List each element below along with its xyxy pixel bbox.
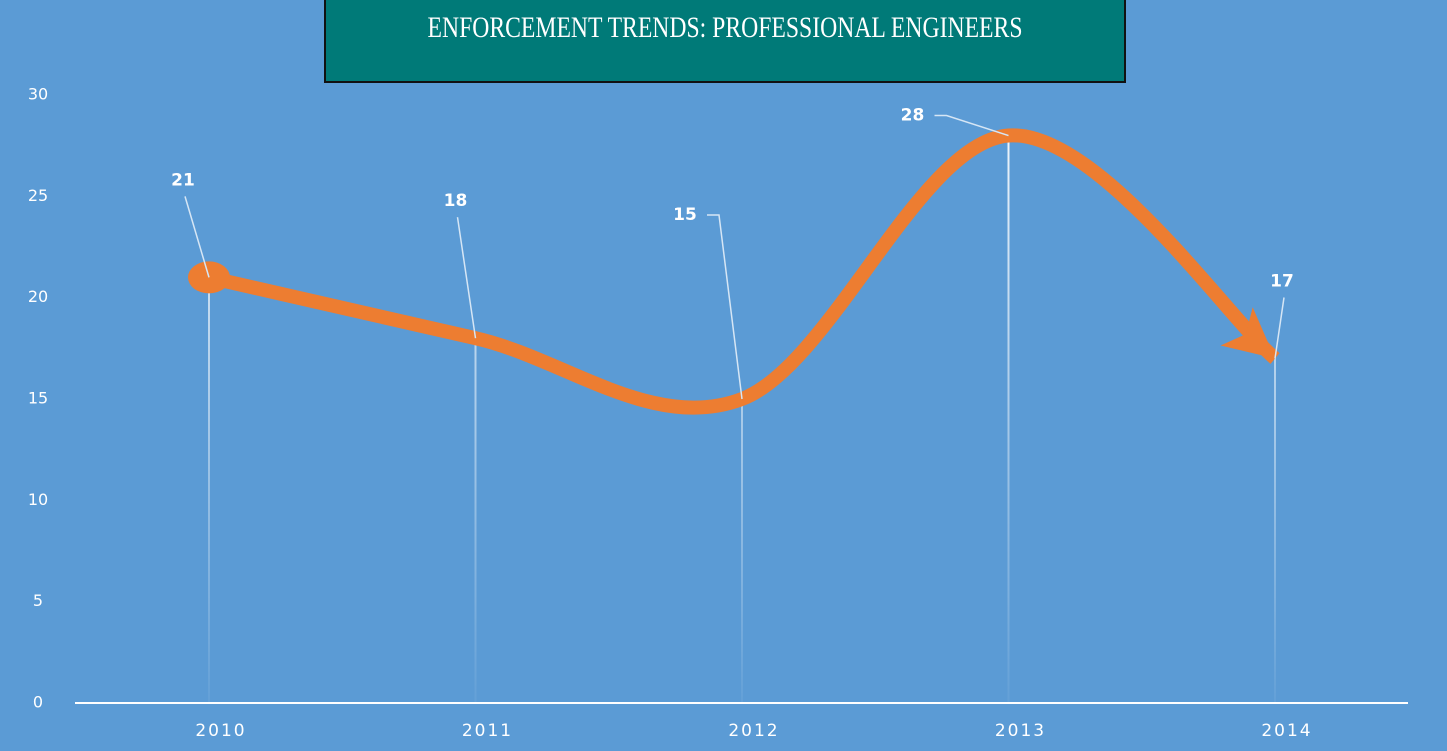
data-label: 15 — [673, 205, 697, 225]
x-tick-label: 2013 — [995, 721, 1046, 741]
leader-line — [184, 196, 210, 278]
data-label: 17 — [1270, 271, 1294, 291]
y-tick-label: 15 — [28, 389, 48, 408]
data-label: 28 — [901, 106, 925, 126]
title-box — [324, 0, 1126, 83]
leader-line — [934, 114, 1009, 137]
x-tick-label: 2010 — [195, 721, 246, 741]
chart-title: ENFORCEMENT TRENDS: PROFESSIONAL ENGINEE… — [428, 11, 1023, 44]
data-label: 21 — [171, 170, 195, 190]
data-label: 18 — [444, 191, 468, 211]
y-tick-label: 5 — [33, 591, 43, 610]
y-tick-label: 20 — [28, 287, 48, 306]
x-tick-label: 2014 — [1261, 721, 1312, 741]
y-tick-label: 0 — [33, 693, 43, 712]
trend-line — [188, 128, 1280, 415]
y-tick-label: 10 — [28, 490, 48, 509]
leader-line — [707, 214, 743, 400]
y-tick-label: 30 — [28, 85, 48, 104]
leader-line — [1274, 297, 1285, 359]
y-tick-label: 25 — [28, 186, 48, 205]
x-tick-label: 2012 — [728, 721, 779, 741]
leader-line — [456, 217, 477, 339]
x-tick-label: 2011 — [462, 721, 513, 741]
